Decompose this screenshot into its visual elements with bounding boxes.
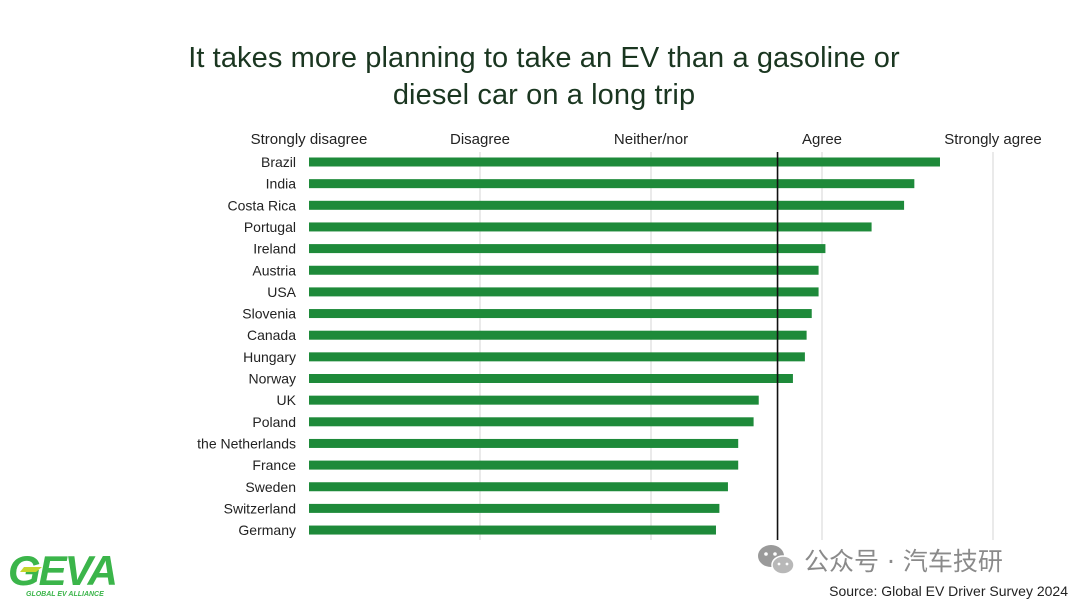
category-label: Poland xyxy=(252,414,296,430)
bar xyxy=(309,395,759,405)
bar xyxy=(309,330,807,340)
category-label: Hungary xyxy=(243,349,296,365)
bar xyxy=(309,438,739,448)
category-label: India xyxy=(266,176,297,192)
category-label: Norway xyxy=(249,371,296,387)
category-label: Sweden xyxy=(245,479,296,495)
bar xyxy=(309,265,819,275)
bar xyxy=(309,352,805,362)
logo-accent-stripe xyxy=(20,567,42,572)
bar xyxy=(309,309,812,319)
bar xyxy=(309,417,754,427)
category-label: Brazil xyxy=(261,154,296,170)
category-label: France xyxy=(252,457,296,473)
category-label: Germany xyxy=(238,522,296,538)
scale-label: Agree xyxy=(802,131,842,148)
category-label: Switzerland xyxy=(224,500,296,516)
watermark-text: 公众号 · 汽车技研 xyxy=(804,547,1003,576)
category-label: UK xyxy=(277,392,297,408)
bar xyxy=(309,200,905,210)
bar xyxy=(309,503,720,513)
source-note: Source: Global EV Driver Survey 2024 xyxy=(829,583,1068,599)
bar xyxy=(309,374,793,383)
category-label: Slovenia xyxy=(242,306,296,322)
bar xyxy=(309,179,915,189)
logo-tagline: GLOBAL EV ALLIANCE xyxy=(26,591,104,598)
bar xyxy=(309,525,716,535)
watermark: 公众号 · 汽车技研 xyxy=(756,542,1003,578)
chart-title-line-2: diesel car on a long trip xyxy=(392,79,696,111)
category-label: Canada xyxy=(247,327,296,343)
category-label: USA xyxy=(267,284,296,300)
category-label: the Netherlands xyxy=(197,435,296,451)
scale-label: Neither/nor xyxy=(614,131,688,148)
wechat-icon xyxy=(758,545,795,575)
chart-title-line-1: It takes more planning to take an EV tha… xyxy=(188,42,900,74)
geva-logo: GEVA GLOBAL EV ALLIANCE xyxy=(8,547,118,598)
category-label: Costa Rica xyxy=(228,197,297,213)
category-label: Portugal xyxy=(244,219,296,235)
scale-label: Disagree xyxy=(450,131,510,148)
scale-label: Strongly agree xyxy=(944,131,1042,148)
chart-title: It takes more planning to take an EV tha… xyxy=(0,40,1080,114)
bar xyxy=(309,482,728,492)
bar xyxy=(309,460,739,470)
scale-label: Strongly disagree xyxy=(251,131,368,148)
bar xyxy=(309,157,940,167)
category-label: Ireland xyxy=(253,241,296,257)
bar xyxy=(309,244,826,254)
category-label: Austria xyxy=(252,262,296,278)
bar xyxy=(309,287,819,297)
bar xyxy=(309,222,872,232)
